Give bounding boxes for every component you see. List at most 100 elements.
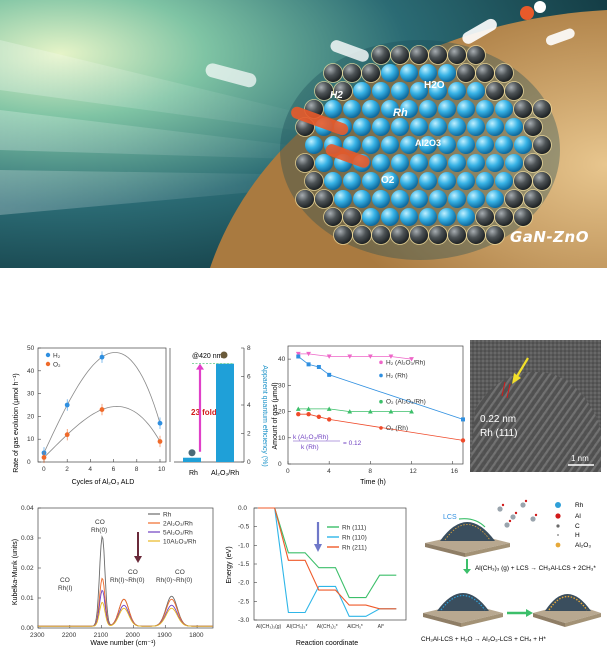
x-tick-label: 8 — [368, 468, 372, 475]
series-label: O₂ (Al₂O₃/Rh) — [386, 399, 426, 406]
lattice-marker-1 — [501, 381, 506, 397]
rh-sphere — [400, 100, 418, 118]
rh-sphere — [514, 136, 532, 154]
y-tick-label: 40 — [278, 356, 286, 363]
anno-co-4: CO — [175, 569, 185, 576]
legend-c-label: C — [575, 523, 580, 530]
y-tick-label: 20 — [27, 413, 35, 420]
rh-sphere — [429, 190, 447, 208]
rh-sphere — [324, 172, 342, 190]
rh-sphere — [448, 190, 466, 208]
rh-sphere — [410, 154, 428, 172]
x-tick-label: 6 — [112, 466, 116, 473]
al2o3-sphere — [467, 226, 485, 244]
rh-sphere — [495, 136, 513, 154]
y-tick-label: 0.04 — [21, 505, 34, 512]
rh-sphere — [362, 100, 380, 118]
anno-rh0: Rh(0) — [91, 527, 107, 534]
data-point-o2 — [99, 407, 105, 412]
y-tick-label: 0.0 — [238, 505, 247, 512]
al2o3-sphere — [448, 226, 466, 244]
rh-sphere — [476, 100, 494, 118]
legend-marker — [379, 360, 383, 365]
series-label: H₂ (Rh) — [386, 372, 408, 379]
bar-y-tick-label: 8 — [247, 345, 251, 352]
y-tick-label: 50 — [27, 345, 35, 352]
x-tick-label: 2300 — [30, 632, 45, 639]
rh-sphere — [305, 136, 323, 154]
al2o3-sphere — [410, 226, 428, 244]
al2o3-sphere — [372, 46, 390, 64]
al2o3-cluster-icon — [220, 351, 228, 359]
bar-y-tick-label: 4 — [247, 402, 251, 409]
legend-group: Rh Al C H Al₂O₃ — [555, 502, 591, 549]
x-tick-label: 2100 — [94, 632, 109, 639]
tem-spacing-label: 0.22 nm — [480, 414, 516, 425]
rh-sphere — [486, 190, 504, 208]
state-label: AlCH₃* — [347, 624, 363, 630]
panel-a-bar-label-al: Al₂O₃/Rh — [211, 470, 239, 477]
al2o3-sphere — [296, 190, 314, 208]
y-tick-label: 0.01 — [21, 595, 34, 602]
rh-sphere — [343, 100, 361, 118]
panel-c: 0.22 nm Rh (111) 1 nm — [470, 340, 601, 477]
data-point — [326, 406, 332, 411]
tma-molecules — [497, 499, 538, 528]
rh-sphere — [381, 208, 399, 226]
catalyst-label: GaN-ZnO — [509, 228, 589, 246]
sphere-glow — [304, 171, 324, 191]
x-tick-label: 0 — [42, 466, 46, 473]
panel-b: Amount of gas (μmol) Time (h) k (Al₂O₃/R… — [268, 338, 468, 493]
rh-sphere — [381, 136, 399, 154]
energy-path-2 — [258, 507, 397, 610]
axes-frame — [37, 347, 167, 463]
data-point — [296, 411, 301, 417]
hero-h2-label: H2 — [330, 90, 343, 101]
y-tick-label: 0.02 — [21, 565, 34, 572]
state-label: Al(CH₃)₃* — [286, 624, 307, 630]
legend-label: Rh (211) — [342, 545, 367, 552]
al2o3-sphere — [334, 82, 352, 100]
rh-sphere — [334, 190, 352, 208]
lattice-marker-2 — [506, 383, 511, 399]
sphere-glow — [333, 81, 353, 101]
al2o3-sphere — [429, 226, 447, 244]
x-tick-label: 8 — [135, 466, 139, 473]
scale-bar-label: 1 nm — [571, 454, 589, 463]
panel-a-ylabel: Rate of gas evolution (μmol h⁻¹) — [13, 373, 20, 473]
y-tick-label: 20 — [278, 409, 286, 416]
legend-label: 10Al₂O₃/Rh — [163, 539, 197, 546]
al2o3-sphere — [533, 172, 551, 190]
y-tick-label: 0 — [278, 461, 282, 468]
x-tick-label: 4 — [88, 466, 92, 473]
rh-sphere — [495, 172, 513, 190]
al2o3-sphere — [410, 46, 428, 64]
al2o3-sphere — [391, 226, 409, 244]
al2o3-sphere — [324, 208, 342, 226]
al2o3-sphere — [514, 208, 532, 226]
rh-sphere — [410, 118, 428, 136]
rh-sphere — [467, 190, 485, 208]
bar-y-tick-label: 2 — [247, 431, 251, 438]
rh-sphere — [438, 100, 456, 118]
rh-sphere — [353, 118, 371, 136]
panel-a-right-ylabel: Apparent quantum efficiency (%) — [261, 365, 268, 466]
ald-equation-2: CH₃Al-LCS + H₂O → Al₂O₃-LCS + CH₄ + H* — [421, 636, 546, 643]
rh-sphere — [372, 82, 390, 100]
bar-y-tick-label: 0 — [247, 459, 251, 466]
rh-sphere — [457, 136, 475, 154]
rh-sphere — [505, 118, 523, 136]
lcs-label: LCS — [443, 514, 457, 521]
y-tick-label: 0.03 — [21, 535, 34, 542]
x-tick-label: 12 — [410, 468, 418, 475]
spectrum-3 — [38, 601, 213, 627]
y-tick-label: 10 — [27, 436, 35, 443]
data-point — [326, 354, 332, 359]
panel-e: Energy (eV) Reaction coordinate 0.0 -0.5 -… — [222, 500, 412, 653]
x-tick-label: 1800 — [189, 632, 204, 639]
rh-sphere — [400, 136, 418, 154]
data-point — [367, 354, 373, 359]
legend-al2o3-label: Al₂O₃ — [575, 542, 591, 549]
rh-sphere — [476, 136, 494, 154]
data-point-o2 — [41, 455, 47, 460]
